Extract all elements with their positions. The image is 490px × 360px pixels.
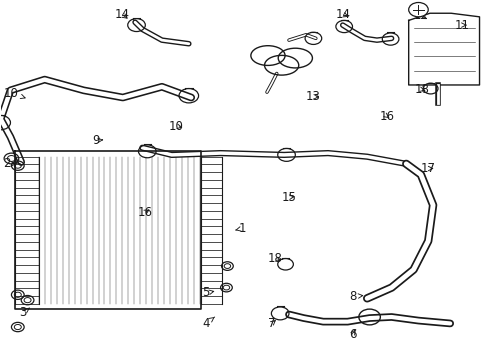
Text: 14: 14: [335, 8, 350, 21]
Text: 18: 18: [415, 83, 429, 96]
Text: 8: 8: [349, 290, 363, 303]
Text: 4: 4: [202, 317, 215, 330]
Text: 18: 18: [268, 252, 283, 265]
Text: 15: 15: [282, 191, 296, 204]
Circle shape: [409, 3, 428, 17]
Text: 17: 17: [421, 162, 436, 175]
Text: 14: 14: [114, 8, 129, 21]
Text: 5: 5: [202, 287, 214, 300]
Text: 12: 12: [414, 9, 428, 22]
Text: 10: 10: [4, 87, 25, 100]
Text: 1: 1: [236, 222, 246, 235]
Text: 16: 16: [137, 206, 152, 219]
Text: 6: 6: [349, 328, 356, 341]
Text: 2: 2: [3, 157, 16, 170]
Polygon shape: [409, 13, 480, 85]
Text: 16: 16: [379, 110, 394, 123]
Text: 13: 13: [306, 90, 321, 103]
Text: 7: 7: [268, 317, 275, 330]
Text: 11: 11: [455, 19, 470, 32]
Text: 3: 3: [19, 306, 29, 319]
Text: 9: 9: [92, 134, 103, 147]
Text: 10: 10: [169, 120, 184, 133]
